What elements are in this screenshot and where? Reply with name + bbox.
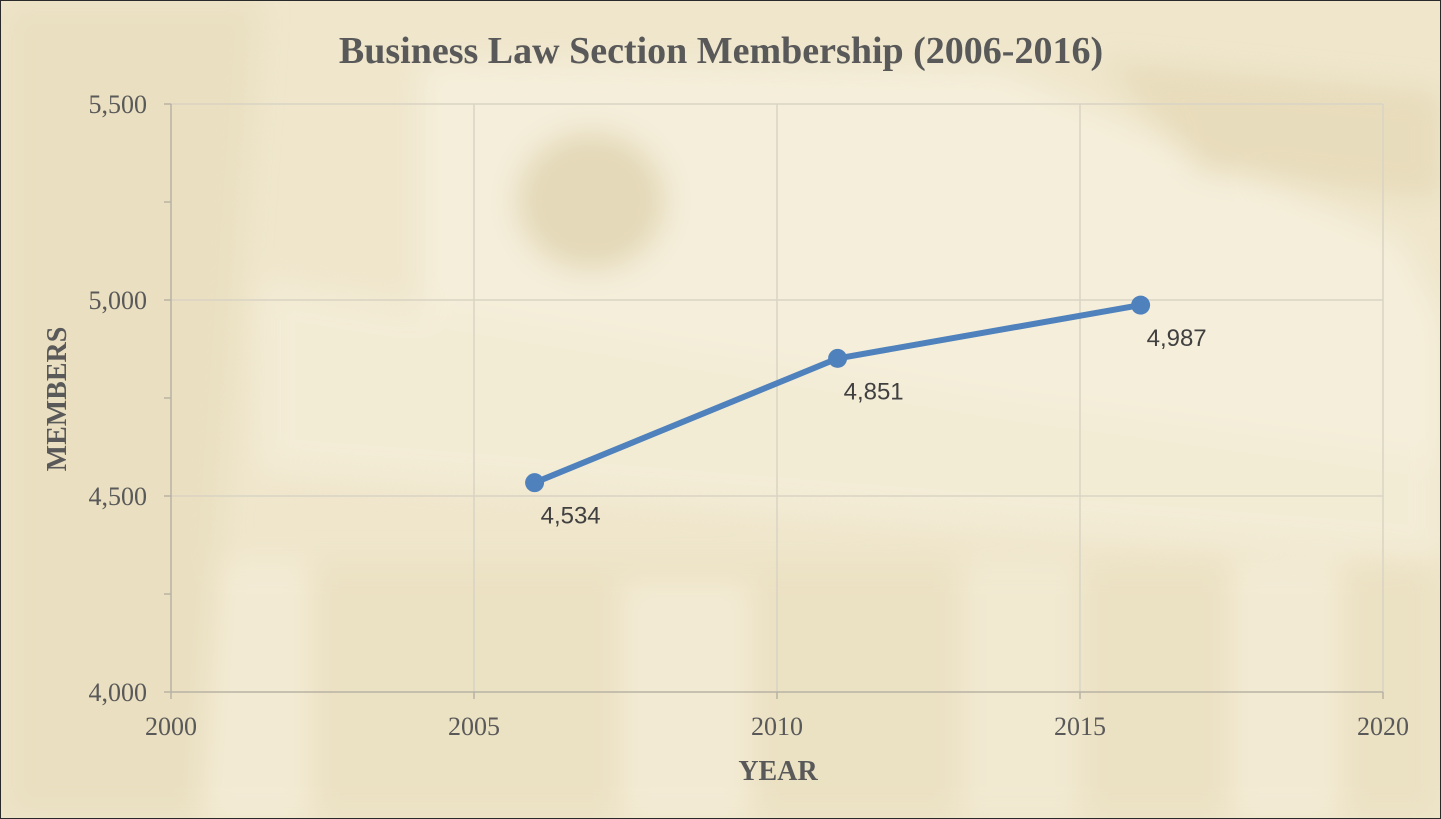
x-tick-label: 2010 [751, 712, 803, 741]
y-tick-label: 4,500 [89, 482, 148, 511]
gridlines [171, 103, 1384, 692]
data-point [828, 348, 848, 368]
data-label: 4,534 [541, 503, 601, 530]
x-tick-label: 2000 [145, 712, 197, 741]
data-label: 4,987 [1147, 325, 1207, 352]
x-tick-label: 2005 [448, 712, 500, 741]
data-series: 4,534 4,851 4,987 [525, 295, 1207, 530]
x-axis-title: YEAR [738, 756, 818, 787]
x-tick-label: 2015 [1054, 712, 1106, 741]
chart-title: Business Law Section Membership (2006-20… [339, 30, 1103, 72]
y-tick-label: 4,000 [89, 678, 148, 707]
series-line [531, 302, 1144, 486]
data-point [1131, 295, 1151, 315]
data-label: 4,851 [844, 378, 904, 405]
y-tick-label: 5,500 [89, 90, 148, 119]
y-axis-title: MEMBERS [42, 327, 73, 472]
y-tick-label: 5,000 [89, 286, 148, 315]
x-tick-label: 2020 [1357, 712, 1409, 741]
axes: 4,000 4,500 5,000 5,500 2000 2005 2010 2015 2020 [89, 90, 1410, 741]
data-point [525, 473, 545, 493]
